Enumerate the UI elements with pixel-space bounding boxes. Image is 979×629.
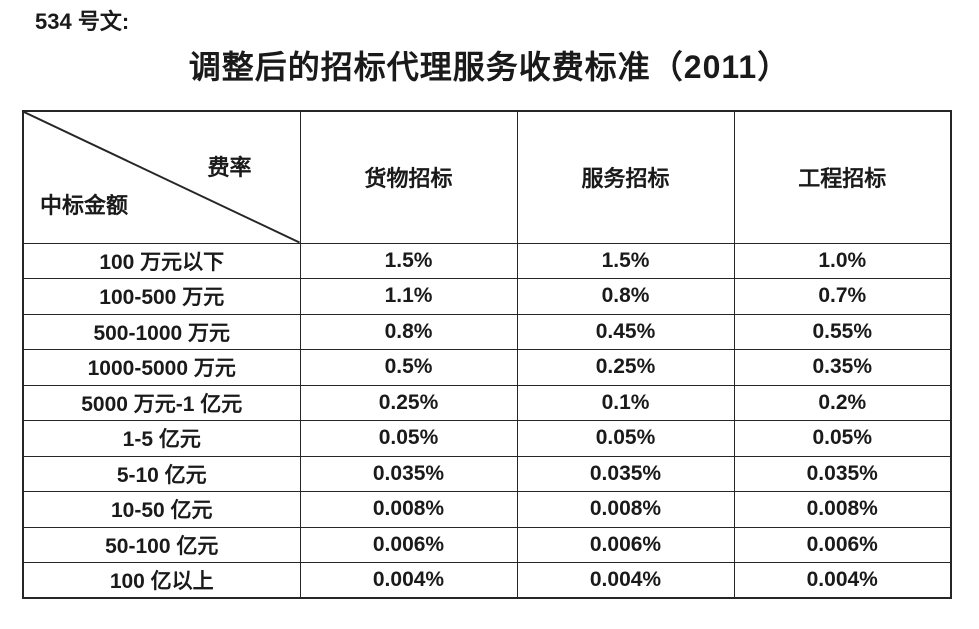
corner-label-amount: 中标金额 (40, 193, 129, 218)
table-row: 1000-5000 万元 0.5% 0.25% 0.35% (22, 349, 952, 386)
rate-cell: 0.5% (299, 349, 518, 386)
rate-cell: 0.45% (516, 313, 735, 350)
table-row: 100-500 万元 1.1% 0.8% 0.7% (22, 278, 952, 315)
table-row: 5-10 亿元 0.035% 0.035% 0.035% (22, 455, 952, 492)
table-row: 5000 万元-1 亿元 0.25% 0.1% 0.2% (22, 384, 952, 421)
amount-cell: 10-50 亿元 (22, 491, 301, 528)
rate-cell: 0.2% (733, 384, 952, 421)
rate-cell: 0.035% (516, 455, 735, 492)
rate-cell: 0.008% (299, 491, 518, 528)
amount-cell: 100 万元以下 (22, 242, 301, 279)
table-header-row: 费率 中标金额 货物招标 服务招标 工程招标 (22, 110, 952, 244)
rate-cell: 0.8% (299, 313, 518, 350)
amount-cell: 1000-5000 万元 (22, 349, 301, 386)
column-header-works: 工程招标 (733, 110, 952, 244)
rate-cell: 1.0% (733, 242, 952, 279)
rate-cell: 0.006% (516, 526, 735, 563)
table-row: 10-50 亿元 0.008% 0.008% 0.008% (22, 491, 952, 528)
rate-cell: 0.006% (733, 526, 952, 563)
rate-cell: 0.004% (733, 562, 952, 599)
amount-cell: 5-10 亿元 (22, 455, 301, 492)
rate-cell: 0.1% (516, 384, 735, 421)
rate-cell: 0.035% (299, 455, 518, 492)
rate-cell: 1.1% (299, 278, 518, 315)
rate-cell: 0.55% (733, 313, 952, 350)
amount-cell: 500-1000 万元 (22, 313, 301, 350)
fee-table: 费率 中标金额 货物招标 服务招标 工程招标 100 万元以下 1.5% 1.5… (22, 110, 952, 599)
rate-cell: 0.008% (516, 491, 735, 528)
table-row: 50-100 亿元 0.006% 0.006% 0.006% (22, 526, 952, 563)
corner-label-rate: 费率 (207, 155, 252, 180)
rate-cell: 1.5% (299, 242, 518, 279)
doc-number: 534 号文: (35, 9, 130, 34)
corner-header-cell: 费率 中标金额 (22, 110, 301, 244)
page-title: 调整后的招标代理服务收费标准（2011） (188, 49, 791, 85)
rate-cell: 0.25% (299, 384, 518, 421)
rate-cell: 0.004% (299, 562, 518, 599)
rate-cell: 0.05% (299, 420, 518, 457)
table-row: 100 万元以下 1.5% 1.5% 1.0% (22, 242, 952, 279)
table-row: 100 亿以上 0.004% 0.004% 0.004% (22, 562, 952, 599)
rate-cell: 0.35% (733, 349, 952, 386)
rate-cell: 0.004% (516, 562, 735, 599)
column-header-services: 服务招标 (516, 110, 735, 244)
amount-cell: 1-5 亿元 (22, 420, 301, 457)
rate-cell: 1.5% (516, 242, 735, 279)
amount-cell: 100 亿以上 (22, 562, 301, 599)
rate-cell: 0.05% (516, 420, 735, 457)
column-header-goods: 货物招标 (299, 110, 518, 244)
amount-cell: 50-100 亿元 (22, 526, 301, 563)
rate-cell: 0.7% (733, 278, 952, 315)
table-row: 1-5 亿元 0.05% 0.05% 0.05% (22, 420, 952, 457)
rate-cell: 0.008% (733, 491, 952, 528)
table-row: 500-1000 万元 0.8% 0.45% 0.55% (22, 313, 952, 350)
diagonal-divider-line (24, 112, 299, 242)
rate-cell: 0.035% (733, 455, 952, 492)
amount-cell: 5000 万元-1 亿元 (22, 384, 301, 421)
rate-cell: 0.006% (299, 526, 518, 563)
rate-cell: 0.8% (516, 278, 735, 315)
rate-cell: 0.05% (733, 420, 952, 457)
amount-cell: 100-500 万元 (22, 278, 301, 315)
rate-cell: 0.25% (516, 349, 735, 386)
